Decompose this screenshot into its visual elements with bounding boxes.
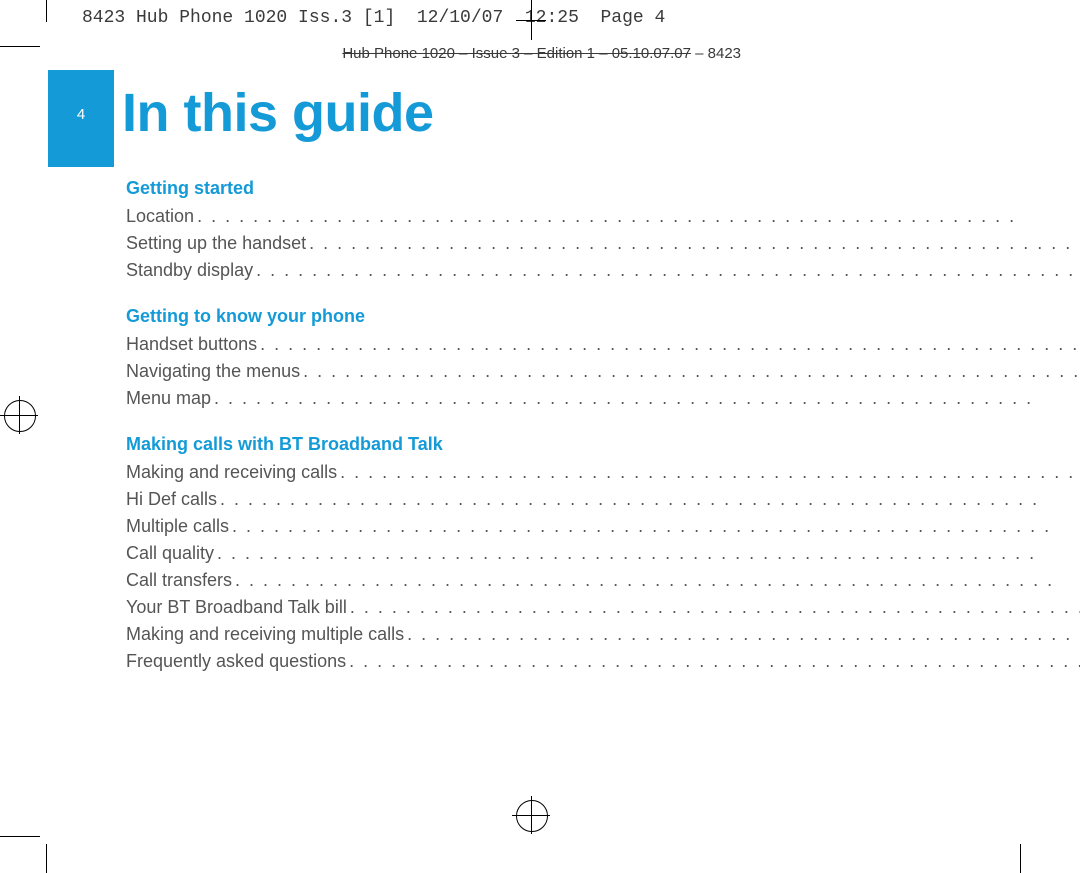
toc-leader-dots — [340, 459, 1080, 486]
toc-entry-label: Setting up the handset — [126, 230, 306, 257]
crop-sub-tail: – 8423 — [691, 45, 741, 62]
toc-entry: Handset buttons.11 — [126, 331, 1080, 358]
toc-entry: Navigating the menus.12 — [126, 358, 1080, 385]
toc-columns: Getting startedLocation.7Setting up the … — [126, 178, 1036, 697]
toc-entry-label: Handset buttons — [126, 331, 257, 358]
toc-entry: Standby display.10 — [126, 257, 1080, 284]
toc-leader-dots — [260, 331, 1080, 358]
toc-leader-dots — [407, 621, 1080, 648]
page-number-box: 4 — [48, 70, 114, 167]
toc-leader-dots — [217, 540, 1080, 567]
toc-entry: Call transfers.19 — [126, 567, 1080, 594]
toc-entry-label: Location — [126, 203, 194, 230]
toc-entry: Multiple calls.17 — [126, 513, 1080, 540]
toc-leader-dots — [309, 230, 1080, 257]
toc-leader-dots — [349, 648, 1080, 675]
page-number: 4 — [77, 106, 85, 123]
toc-entry-label: Standby display — [126, 257, 253, 284]
toc-entry-label: Menu map — [126, 385, 211, 412]
toc-leader-dots — [235, 567, 1080, 594]
toc-entry: Frequently asked questions.22 — [126, 648, 1080, 675]
toc-entry: Setting up the handset.7 — [126, 230, 1080, 257]
toc-entry: Menu map.13 — [126, 385, 1080, 412]
toc-leader-dots — [220, 486, 1080, 513]
toc-entry-label: Your BT Broadband Talk bill — [126, 594, 347, 621]
toc-entry-label: Frequently asked questions — [126, 648, 346, 675]
crop-sub-line: Hub Phone 1020 – Issue 3 – Edition 1 – 0… — [334, 28, 741, 62]
toc-leader-dots — [256, 257, 1080, 284]
toc-entry-label: Hi Def calls — [126, 486, 217, 513]
toc-section-heading: Making calls with BT Broadband Talk — [126, 434, 1080, 455]
toc-entry: Hi Def calls.17 — [126, 486, 1080, 513]
toc-entry: Your BT Broadband Talk bill.19 — [126, 594, 1080, 621]
toc-leader-dots — [350, 594, 1080, 621]
toc-entry-label: Call transfers — [126, 567, 232, 594]
toc-entry-label: Multiple calls — [126, 513, 229, 540]
toc-leader-dots — [197, 203, 1080, 230]
toc-entry-label: Making and receiving calls — [126, 459, 337, 486]
toc-leader-dots — [303, 358, 1080, 385]
registration-mark-icon — [4, 400, 36, 432]
toc-entry-label: Call quality — [126, 540, 214, 567]
toc-entry: Call quality.19 — [126, 540, 1080, 567]
page-title: In this guide — [122, 82, 434, 144]
crop-sub-strike: Hub Phone 1020 – Issue 3 – Edition 1 – 0… — [342, 45, 691, 62]
toc-entry-label: Making and receiving multiple calls — [126, 621, 404, 648]
toc-column-left: Getting started Location.7Setting up the … — [126, 178, 1080, 697]
toc-leader-dots — [232, 513, 1080, 540]
registration-mark-icon — [516, 800, 548, 832]
toc-section: Getting to know your phone Handset button… — [126, 306, 1080, 412]
toc-entry: Making and receiving multiple calls.20 — [126, 621, 1080, 648]
toc-entry: Location.7 — [126, 203, 1080, 230]
toc-section-heading: Getting to know your phone — [126, 306, 1080, 327]
toc-entry-label: Navigating the menus — [126, 358, 300, 385]
toc-section: Getting started Location.7Setting up the … — [126, 178, 1080, 284]
toc-leader-dots — [214, 385, 1080, 412]
toc-section-heading: Getting started — [126, 178, 1080, 199]
toc-entry: Making and receiving calls.14 — [126, 459, 1080, 486]
toc-section: Making calls with BT Broadband Talk Makin… — [126, 434, 1080, 675]
crop-top-line: 8423 Hub Phone 1020 Iss.3 [1] 12/10/07 1… — [82, 8, 665, 28]
